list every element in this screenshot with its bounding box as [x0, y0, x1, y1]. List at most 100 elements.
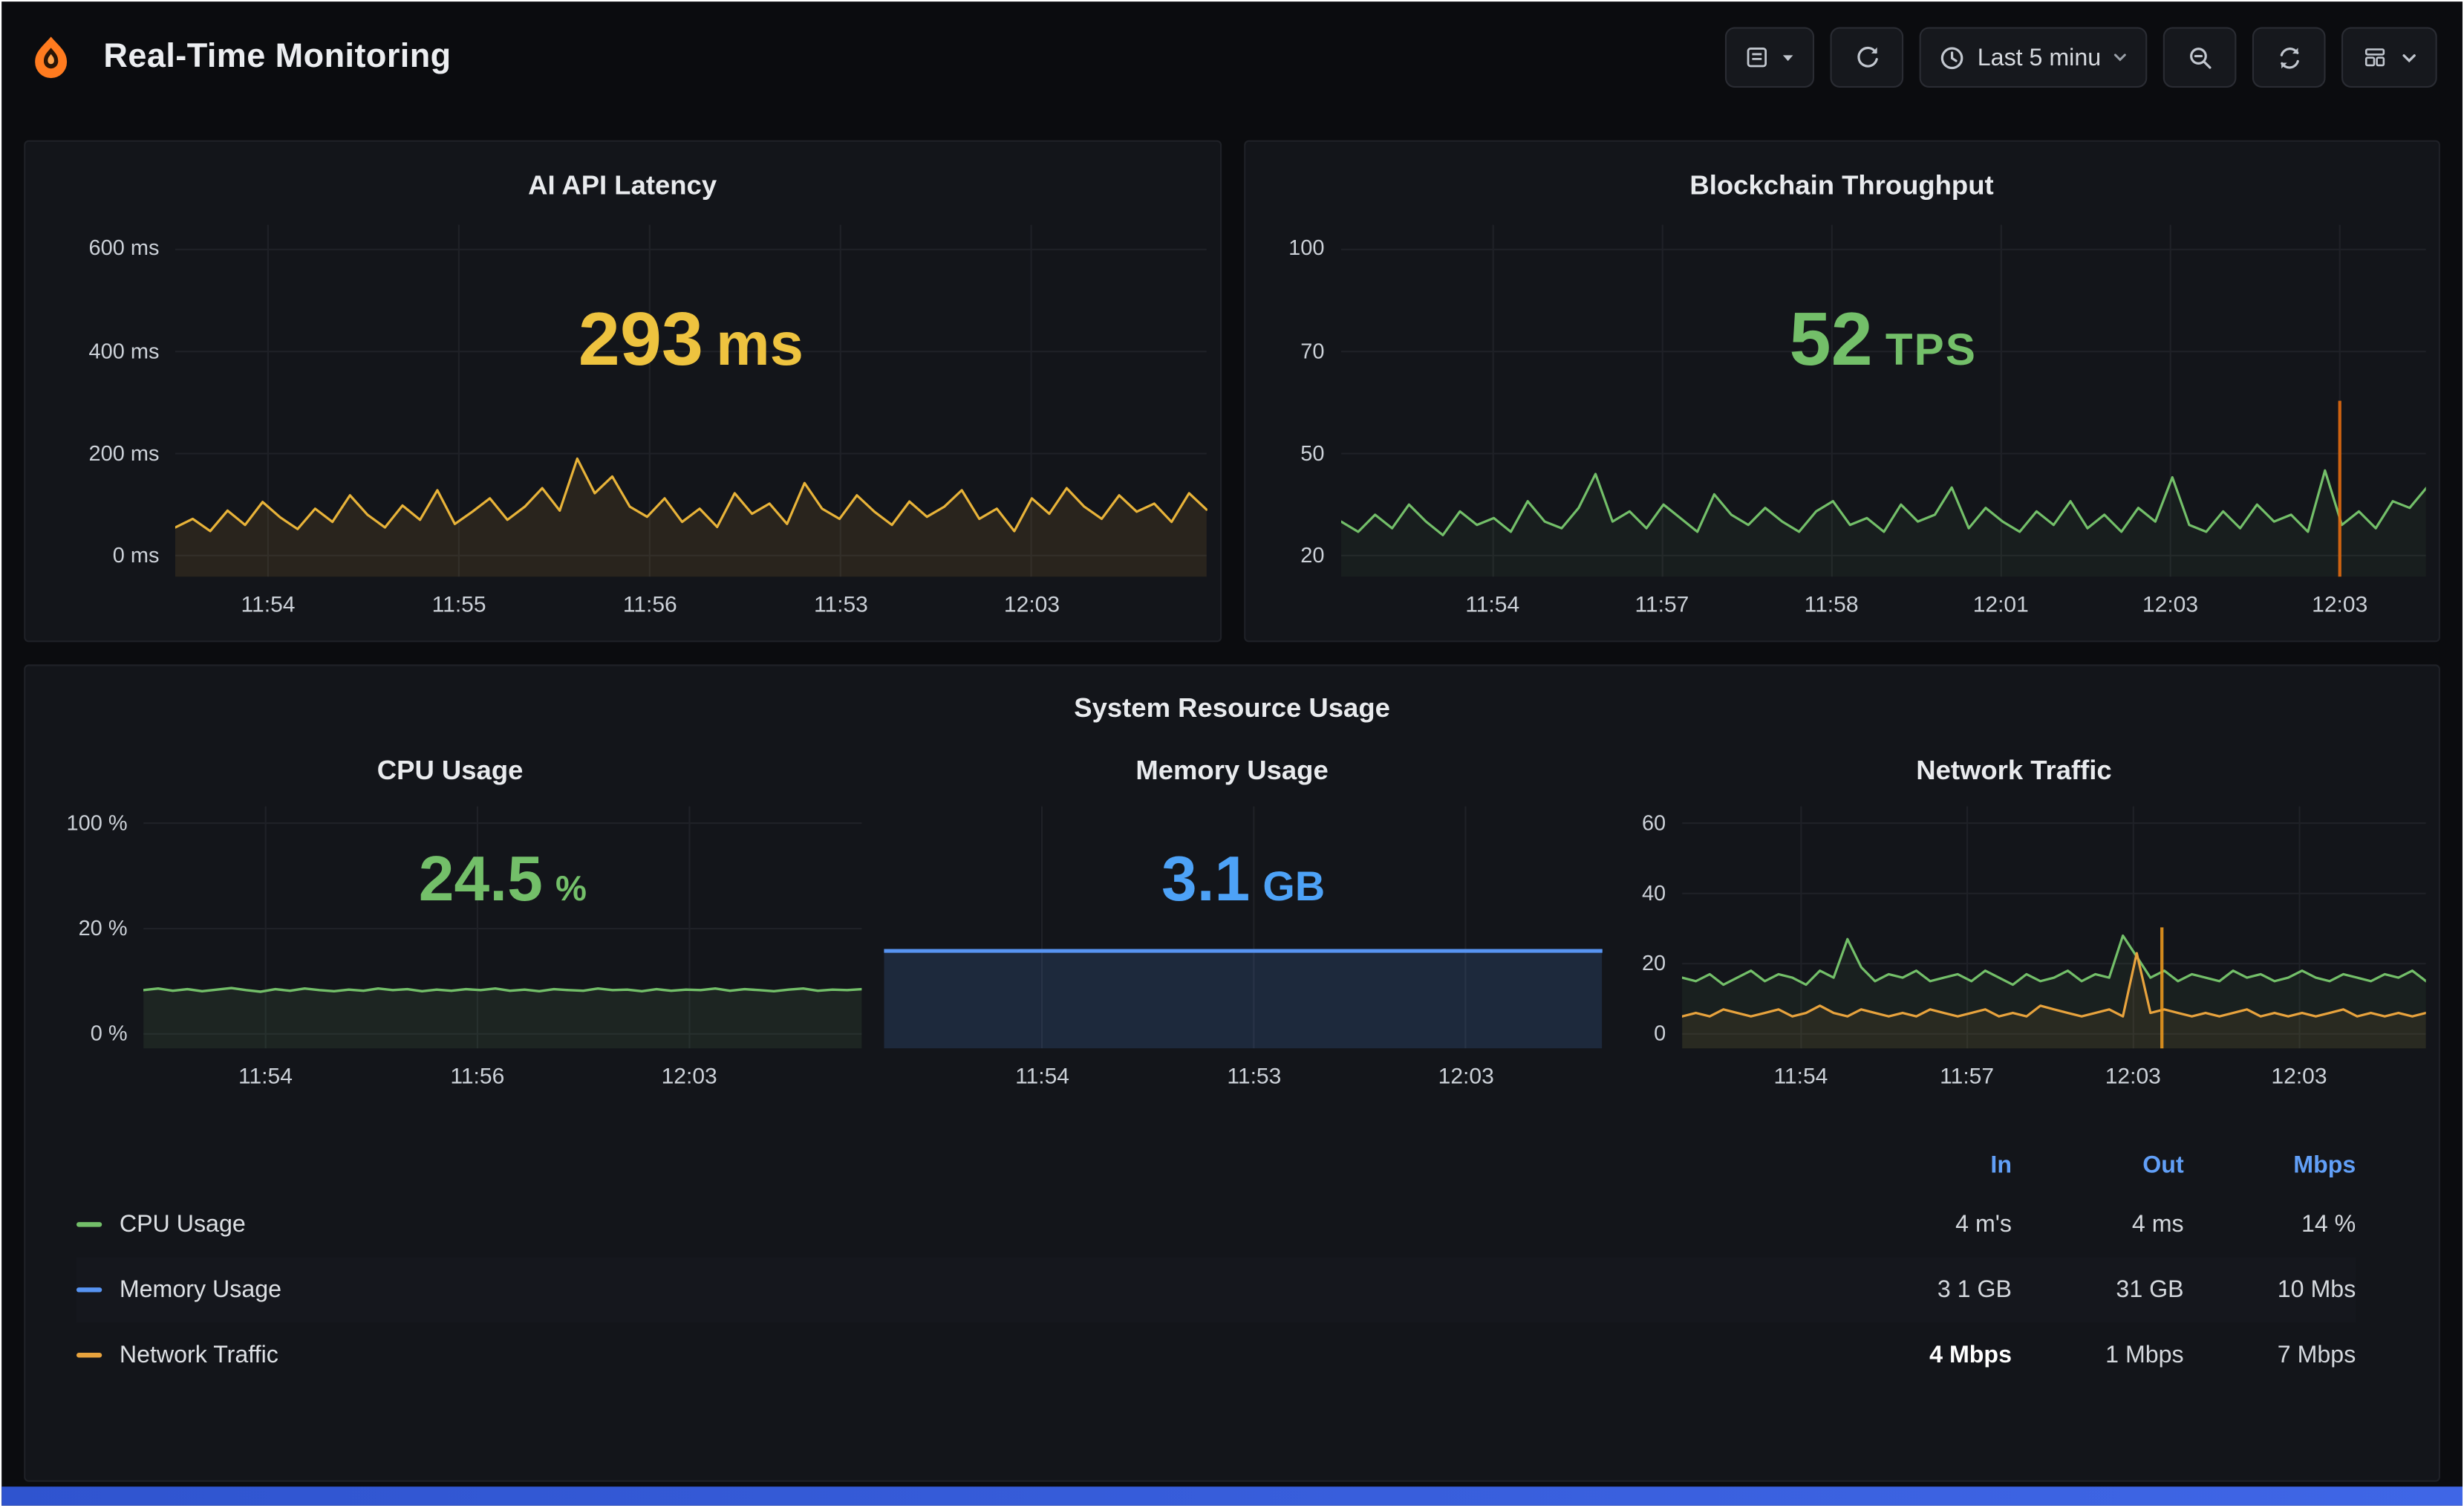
x-tick-label: 12:03 — [2271, 1062, 2327, 1088]
y-axis: 20 50 70 100 — [1257, 224, 1340, 576]
legend-row-network[interactable]: Network Traffic 4 Mbps 1 Mbps 7 Mbps — [76, 1322, 2356, 1388]
y-tick-label: 100 % — [66, 810, 128, 835]
bottom-accent-bar — [1, 1486, 2463, 1506]
magnifier-icon — [2188, 47, 2211, 68]
x-tick-label: 11:58 — [1804, 591, 1859, 617]
chevron-down-icon — [2113, 53, 2126, 62]
cpu-plot-area[interactable]: 24.5% — [143, 806, 862, 1049]
y-tick-label: 0 ms — [112, 542, 160, 568]
series-name: Memory Usage — [119, 1276, 282, 1304]
x-tick-label: 11:54 — [241, 591, 296, 617]
x-tick-label: 12:03 — [1003, 591, 1060, 617]
cpu-series-swatch — [76, 1222, 102, 1227]
chart-canvas — [143, 806, 862, 1049]
x-tick-label: 11:53 — [1227, 1062, 1282, 1088]
x-tick-label: 11:56 — [450, 1062, 505, 1088]
cycle-view-button[interactable] — [1831, 27, 1905, 88]
y-tick-label: 0 — [1654, 1021, 1666, 1045]
y-axis: 0 % 20 % 100 % — [38, 806, 143, 1048]
zoom-out-button[interactable] — [2162, 27, 2237, 88]
y-tick-label: 50 — [1300, 441, 1325, 465]
memory-chart: 3.1 GB 11:54 11:53 12:03 — [862, 806, 1603, 1096]
legend-column-in[interactable]: In — [1990, 1151, 2012, 1179]
cpu-chart: 0 % 20 % 100 % 24.5% 11:54 11:56 12:03 — [38, 806, 862, 1096]
memory-series-swatch — [76, 1287, 102, 1293]
time-range-picker[interactable]: Last 5 minu — [1920, 27, 2148, 88]
y-tick-label: 20 % — [78, 915, 128, 940]
x-tick-label: 11:54 — [1773, 1062, 1828, 1088]
x-tick-label: 12:03 — [2142, 591, 2199, 617]
clock-icon — [1941, 46, 1964, 69]
subpanel-title: CPU Usage — [377, 755, 524, 786]
legend-row-memory[interactable]: Memory Usage 3 1 GB 31 GB 10 Mbs — [76, 1257, 2356, 1323]
legend-table: In Out Mbps CPU Usage 4 m's 4 ms 14 % Me… — [38, 1137, 2425, 1388]
x-tick-label: 12:03 — [2312, 591, 2368, 617]
latency-plot-area[interactable]: 293 ms — [175, 224, 1207, 577]
legend-column-mbps[interactable]: Mbps — [2293, 1151, 2356, 1179]
arrow-down-icon — [1783, 54, 1794, 61]
x-tick-label: 12:03 — [1438, 1062, 1494, 1088]
x-tick-label: 12:03 — [661, 1062, 717, 1088]
legend-value: 4 Mbps — [1929, 1342, 2012, 1369]
legend-label: Network Traffic — [76, 1342, 1839, 1368]
y-tick-label: 70 — [1300, 338, 1325, 363]
panels-layout-button[interactable] — [2341, 27, 2437, 88]
list-panel-icon — [1747, 48, 1767, 68]
flame-icon — [35, 36, 68, 79]
x-tick-label: 11:54 — [1465, 591, 1520, 617]
network-series-swatch — [76, 1353, 102, 1358]
legend-value: 7 Mbps — [2277, 1342, 2356, 1369]
chevron-down-icon — [2402, 53, 2416, 62]
throughput-chart: 20 50 70 100 52 TPS 11:54 11:57 11:58 12:01 12:0… — [1257, 224, 2426, 631]
series-name: CPU Usage — [119, 1211, 246, 1238]
resource-subcharts: CPU Usage 0 % 20 % 100 % 24.5% 11:54 11:56 1… — [38, 743, 2426, 1096]
chart-canvas — [884, 806, 1603, 1049]
network-chart: 0 20 40 60 11:54 11:57 12:03 12:03 — [1602, 806, 2426, 1096]
dashboard-header: Real-Time Monitoring — [1, 1, 2463, 113]
legend-value: 10 Mbs — [2277, 1276, 2356, 1304]
chart-canvas — [1340, 224, 2426, 577]
panel-title: System Resource Usage — [1074, 693, 1390, 724]
legend-value: 3 1 GB — [1937, 1276, 2012, 1304]
legend-row-cpu[interactable]: CPU Usage 4 m's 4 ms 14 % — [76, 1192, 2356, 1257]
refresh-icon — [2279, 47, 2298, 68]
x-axis: 11:54 11:56 12:03 — [143, 1048, 862, 1096]
memory-plot-area[interactable]: 3.1 GB — [884, 806, 1603, 1049]
panel-system-resource-usage: System Resource Usage CPU Usage 0 % 20 % 1… — [24, 664, 2440, 1482]
x-axis: 11:54 11:57 12:03 12:03 — [1682, 1048, 2426, 1096]
panel-title: AI API Latency — [528, 170, 717, 201]
x-tick-label: 12:03 — [2105, 1062, 2161, 1088]
legend-value: 1 Mbps — [2105, 1342, 2184, 1369]
latency-chart: 0 ms 200 ms 400 ms 600 ms 293 ms 11:54 11:55 1… — [38, 224, 1207, 631]
refresh-button[interactable] — [2252, 27, 2326, 88]
panel-menu-button[interactable] — [1725, 27, 1816, 88]
y-axis: 0 20 40 60 — [1602, 806, 1681, 1048]
time-range-label: Last 5 minu — [1977, 43, 2102, 71]
y-axis: 0 ms 200 ms 400 ms 600 ms — [38, 224, 175, 576]
x-tick-label: 11:57 — [1940, 1062, 1995, 1088]
subpanel-memory-usage: Memory Usage 3.1 GB 11:54 11:53 12:03 — [862, 743, 1603, 1096]
subpanel-title: Memory Usage — [1135, 755, 1329, 786]
dashboard-title: Real-Time Monitoring — [103, 38, 452, 75]
throughput-plot-area[interactable]: 52 TPS — [1340, 224, 2426, 577]
panel-ai-api-latency: AI API Latency 0 ms 200 ms 400 ms 600 ms 29… — [24, 140, 1222, 643]
y-tick-label: 400 ms — [88, 338, 160, 363]
x-tick-label: 11:54 — [1015, 1062, 1069, 1088]
grafana-logo-icon[interactable] — [27, 33, 74, 81]
network-plot-area[interactable] — [1681, 806, 2426, 1049]
y-tick-label: 0 % — [90, 1021, 128, 1045]
x-tick-label: 11:55 — [431, 591, 486, 617]
y-tick-label: 40 — [1641, 880, 1666, 905]
cycle-icon — [1857, 45, 1878, 67]
x-tick-label: 11:56 — [622, 591, 677, 617]
y-axis — [862, 806, 884, 1048]
toolbar: Last 5 minu — [1725, 27, 2437, 88]
y-tick-label: 200 ms — [88, 441, 160, 465]
x-axis: 11:54 11:55 11:56 11:53 12:03 — [175, 576, 1207, 631]
subpanel-title: Network Traffic — [1916, 755, 2112, 786]
legend-column-out[interactable]: Out — [2142, 1151, 2184, 1179]
x-axis: 11:54 11:57 11:58 12:01 12:03 12:03 — [1340, 576, 2426, 631]
y-tick-label: 600 ms — [88, 236, 160, 261]
